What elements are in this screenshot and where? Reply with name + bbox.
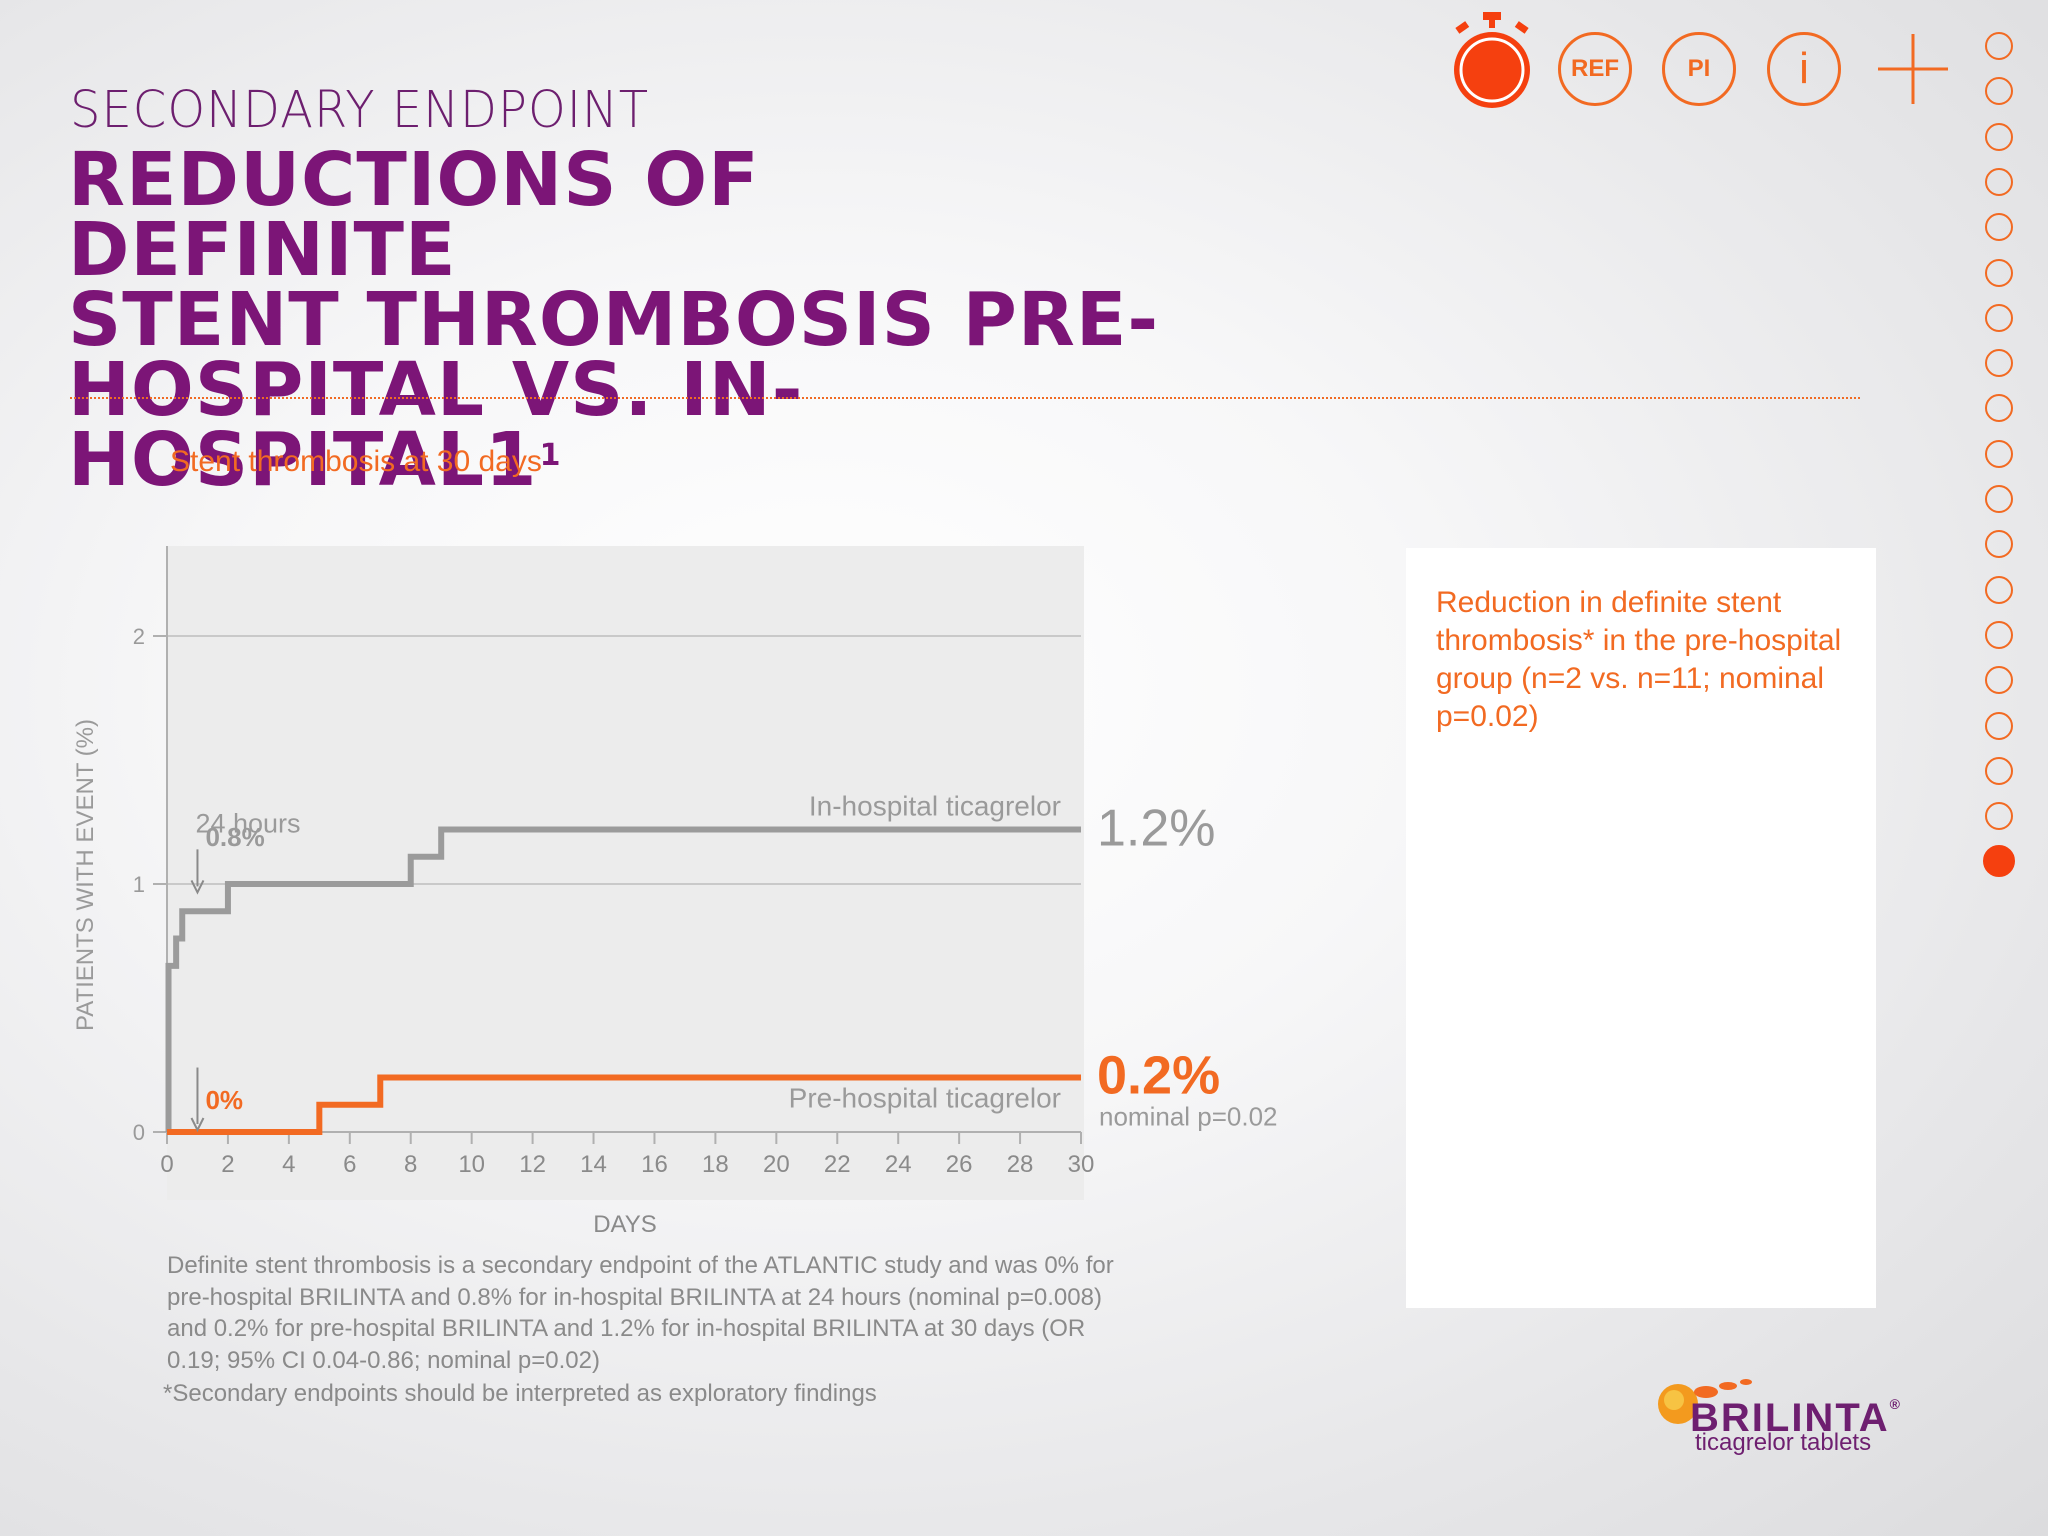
page-dot[interactable] [1983,845,2015,878]
x-tick-label: 14 [580,1151,607,1178]
annotation-in-hospital-24h-value: 0.8% [205,822,264,852]
series-name-label: In-hospital ticagrelor [809,790,1061,821]
eyebrow-heading: SECONDARY ENDPOINT [70,80,650,140]
x-tick-label: 4 [282,1151,295,1178]
page-dot[interactable] [1985,213,2013,242]
info-callout-box: Reduction in definite stent thrombosis* … [1406,548,1876,1308]
logo-word-text: BRILINTA [1690,1396,1890,1440]
timer-icon[interactable] [1450,12,1534,112]
page-dot[interactable] [1985,666,2013,695]
title-reference-sup: 1 [539,438,562,473]
title-line-1: REDUCTIONS OF DEFINITE [68,137,760,293]
timer-icon-svg [1454,12,1530,108]
page-dot[interactable] [1985,711,2013,740]
page-title: REDUCTIONS OF DEFINITE STENT THROMBOSIS … [68,137,1168,497]
x-tick-label: 22 [824,1151,851,1178]
info-button[interactable]: i [1767,32,1841,106]
page-dot[interactable] [1985,394,2013,423]
asterisk-note: *Secondary endpoints should be interpret… [163,1380,877,1407]
page-dot[interactable] [1985,349,2013,378]
annotation-24-hours: 24 hours [195,808,300,838]
title-line-2: STENT THROMBOSIS PRE- [68,277,1160,363]
x-tick-label: 8 [404,1151,417,1178]
logo-tagline: ticagrelor tablets [1695,1429,1872,1456]
page-dot[interactable] [1985,167,2013,196]
x-tick-label: 6 [343,1151,356,1178]
series-end-value: 1.2% [1097,799,1216,857]
chart-title: Stent thrombosis at 30 days [170,445,542,478]
plus-icon[interactable] [1876,32,1950,106]
logo-reg-mark: ® [1889,1396,1902,1412]
stent-thrombosis-chart: 012 0 2 4 6 8 10 12 14 16 18 20 22 24 26 28 30 In-hospi… [72,546,1278,1238]
page-dot[interactable] [1985,802,2013,831]
page-dot[interactable] [1985,485,2013,513]
series-line [165,826,1081,1135]
info-callout-text: Reduction in definite stent thrombosis* … [1436,586,1842,733]
footnote: Definite stent thrombosis is a secondary… [167,1252,1114,1374]
brand-logo [1640,1370,1970,1470]
x-tick-label: 10 [458,1151,485,1178]
page-dot[interactable] [1985,77,2013,106]
y-tick-label: 2 [133,624,145,649]
pi-button[interactable]: PI [1662,32,1736,106]
page-dot[interactable] [1985,439,2013,468]
series-line [167,1074,1081,1135]
plus-icon-svg [1878,34,1948,104]
x-axis-label: DAYS [593,1211,657,1238]
info-button-label: i [1799,44,1809,93]
x-tick-label: 0 [160,1151,173,1178]
x-tick-label: 26 [946,1151,973,1178]
page-dot[interactable] [1985,756,2013,785]
page-dot[interactable] [1985,122,2013,151]
series-end-value: 0.2% [1097,1045,1220,1105]
x-tick-label: 16 [641,1151,668,1178]
x-tick-label: 2 [221,1151,234,1178]
x-tick-label: 12 [519,1151,546,1178]
x-tick-label: 28 [1007,1151,1034,1178]
annotation-arrowhead [190,879,205,895]
y-axis-label: PATIENTS WITH EVENT (%) [72,719,99,1031]
series-end-sublabel: nominal p=0.02 [1099,1101,1278,1131]
page-dot[interactable] [1985,530,2013,559]
x-tick-label: 24 [885,1151,912,1178]
page-dot[interactable] [1985,575,2013,604]
y-tick-label: 0 [133,1120,145,1145]
logo-wordmark: BRILINTA® [1690,1396,1902,1441]
dotted-divider [70,397,1860,399]
page-dot[interactable] [1985,620,2013,649]
page-dot[interactable] [1985,303,2013,332]
title-line-3-text: HOSPITAL VS. IN-HOSPITAL1 [68,347,804,503]
annotation-pre-hospital-24h-value: 0% [205,1085,243,1115]
y-tick-label: 1 [133,872,145,897]
series-name-label: Pre-hospital ticagrelor [789,1082,1061,1113]
x-tick-label: 20 [763,1151,790,1178]
title-line-3: HOSPITAL VS. IN-HOSPITAL11 [68,353,1168,497]
x-tick-label: 30 [1068,1151,1095,1178]
page-dot[interactable] [1985,258,2013,287]
annotation-arrowhead [190,1117,205,1133]
plot-area [167,546,1084,1200]
ref-button-label: REF [1571,55,1619,82]
logo-swoosh-icon [1658,1379,1752,1424]
ref-button[interactable]: REF [1558,32,1632,106]
page-dot[interactable] [1985,32,2013,60]
x-tick-label: 18 [702,1151,729,1178]
pi-button-label: PI [1687,55,1711,82]
